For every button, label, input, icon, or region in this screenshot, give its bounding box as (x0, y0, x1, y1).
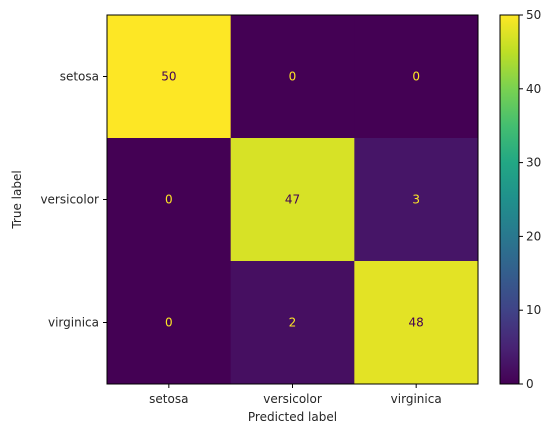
y-axis-label: True label (10, 170, 24, 229)
heatmap-cells (107, 15, 479, 385)
x-tick-label: virginica (391, 392, 442, 406)
cell-value-label: 0 (289, 70, 297, 84)
colorbar-ticks: 0 10 20 30 40 50 (519, 8, 541, 391)
heatmap-cell (230, 261, 355, 385)
cell-value-label: 50 (161, 70, 176, 84)
cell-value-label: 47 (285, 193, 300, 207)
cell-value-label: 0 (412, 70, 420, 84)
y-tick-label: virginica (48, 316, 99, 330)
y-tick-label: versicolor (40, 193, 99, 207)
cell-value-label: 3 (412, 193, 420, 207)
colorbar-tick-label: 10 (526, 303, 541, 317)
x-axis-label: Predicted label (248, 410, 337, 424)
heatmap-cell (354, 138, 479, 262)
heatmap-cell (107, 261, 232, 385)
colorbar (500, 15, 519, 384)
colorbar-tick-label: 0 (526, 377, 534, 391)
heatmap-cell (107, 15, 232, 139)
colorbar-frame (499, 14, 520, 385)
heatmap-cell (230, 138, 355, 262)
heatmap-cell (107, 138, 232, 262)
x-tick-label: setosa (149, 392, 188, 406)
cell-value-label: 2 (289, 316, 297, 330)
heatmap-cell (354, 15, 479, 139)
cell-value-label: 0 (165, 316, 173, 330)
cell-labels: 50 0 0 0 47 3 0 2 48 (161, 70, 424, 330)
x-axis-ticks: setosa versicolor virginica (149, 384, 442, 406)
cell-value-label: 0 (165, 193, 173, 207)
colorbar-tick-label: 20 (526, 229, 541, 243)
colorbar-tick-label: 40 (526, 82, 541, 96)
cell-value-label: 48 (409, 316, 424, 330)
colorbar-tick-label: 30 (526, 156, 541, 170)
y-tick-label: setosa (60, 70, 99, 84)
colorbar-tick-label: 50 (526, 8, 541, 22)
heatmap-cell (230, 15, 355, 139)
y-axis-ticks: setosa versicolor virginica (40, 70, 107, 330)
heatmap-cell (354, 261, 479, 385)
x-tick-label: versicolor (263, 392, 322, 406)
